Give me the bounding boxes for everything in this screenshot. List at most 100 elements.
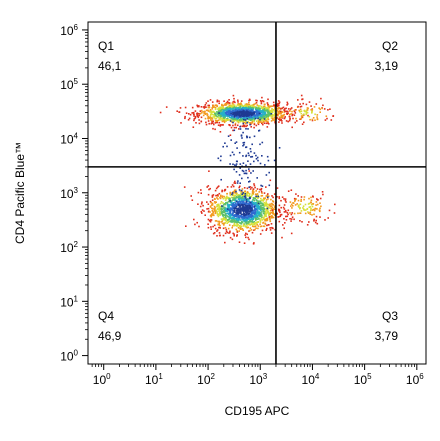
- event-dot: [189, 113, 192, 116]
- event-dot: [227, 114, 230, 116]
- event-dot: [244, 215, 247, 218]
- event-dot: [232, 202, 235, 204]
- event-dot: [244, 220, 247, 222]
- event-dot: [272, 119, 274, 121]
- event-dot: [214, 206, 216, 209]
- event-dot: [244, 197, 247, 199]
- event-dot: [255, 113, 258, 116]
- event-dot: [311, 209, 314, 211]
- event-dot: [244, 234, 246, 236]
- event-dot: [220, 195, 222, 198]
- event-dot: [244, 214, 246, 216]
- event-dot: [198, 113, 201, 115]
- event-dot: [259, 110, 262, 112]
- event-dot: [281, 122, 283, 124]
- event-dot: [274, 121, 276, 123]
- event-dot: [239, 105, 242, 108]
- event-dot: [258, 108, 261, 110]
- event-dot: [265, 115, 268, 118]
- event-dot: [279, 211, 281, 214]
- event-dot: [198, 225, 200, 228]
- event-dot: [299, 203, 302, 206]
- event-dot: [273, 104, 275, 106]
- event-dot: [220, 112, 223, 114]
- event-dot: [218, 213, 221, 215]
- event-dot: [285, 110, 288, 113]
- event-dot: [249, 197, 251, 199]
- event-dot: [254, 102, 257, 105]
- event-dot: [238, 198, 240, 201]
- event-dot: [213, 197, 216, 200]
- event-dot: [239, 198, 242, 200]
- event-dot: [235, 215, 238, 217]
- event-dot: [246, 217, 249, 219]
- event-dot: [244, 115, 246, 117]
- event-dot: [273, 116, 276, 118]
- event-dot: [231, 214, 233, 216]
- event-dot: [220, 212, 223, 215]
- event-dot: [277, 114, 279, 117]
- quadrant-name: Q1: [98, 39, 114, 53]
- event-dot: [254, 214, 257, 217]
- event-dot: [268, 214, 270, 216]
- event-dot: [232, 129, 234, 132]
- event-dot: [319, 202, 321, 204]
- event-dot: [231, 209, 234, 212]
- event-dot: [262, 225, 265, 227]
- event-dot: [300, 210, 303, 212]
- event-dot: [269, 213, 271, 216]
- event-dot: [269, 115, 271, 117]
- event-dot: [212, 106, 214, 108]
- event-dot: [292, 205, 294, 207]
- event-dot: [308, 202, 311, 205]
- event-dot: [315, 201, 318, 203]
- event-dot: [281, 107, 284, 109]
- event-dot: [243, 118, 245, 121]
- event-dot: [245, 193, 247, 196]
- event-dot: [234, 194, 236, 197]
- event-dot: [305, 112, 308, 114]
- event-dot: [222, 113, 225, 116]
- event-dot: [316, 114, 319, 116]
- event-dot: [259, 223, 261, 225]
- event-dot: [241, 137, 243, 139]
- event-dot: [236, 160, 238, 163]
- event-dot: [280, 118, 282, 121]
- event-dot: [293, 212, 296, 215]
- event-dot: [282, 206, 285, 209]
- event-dot: [238, 103, 241, 105]
- event-dot: [254, 204, 256, 207]
- event-dot: [244, 108, 246, 110]
- event-dot: [319, 111, 321, 113]
- event-dot: [246, 218, 248, 221]
- event-dot: [214, 209, 216, 212]
- event-dot: [242, 144, 244, 147]
- event-dot: [279, 215, 282, 218]
- x-axis-title: CD195 APC: [225, 404, 290, 418]
- event-dot: [213, 205, 216, 208]
- event-dot: [252, 218, 254, 221]
- event-dot: [253, 119, 255, 122]
- event-dot: [228, 124, 230, 126]
- event-dot: [185, 225, 187, 227]
- event-dot: [278, 220, 281, 223]
- event-dot: [287, 213, 289, 216]
- event-dot: [263, 207, 265, 210]
- event-dot: [226, 231, 229, 234]
- event-dot: [240, 189, 243, 192]
- event-dot: [303, 196, 306, 198]
- event-dot: [208, 188, 210, 191]
- event-dot: [265, 204, 267, 207]
- event-dot: [239, 228, 241, 230]
- event-dot: [250, 217, 253, 220]
- event-dot: [299, 106, 302, 108]
- event-dot: [286, 112, 288, 115]
- event-dot: [255, 211, 258, 214]
- event-dot: [220, 207, 223, 209]
- event-dot: [243, 206, 245, 208]
- event-dot: [286, 113, 289, 115]
- event-dot: [218, 114, 220, 117]
- event-dot: [246, 197, 249, 200]
- event-dot: [225, 214, 227, 217]
- event-dot: [247, 211, 249, 213]
